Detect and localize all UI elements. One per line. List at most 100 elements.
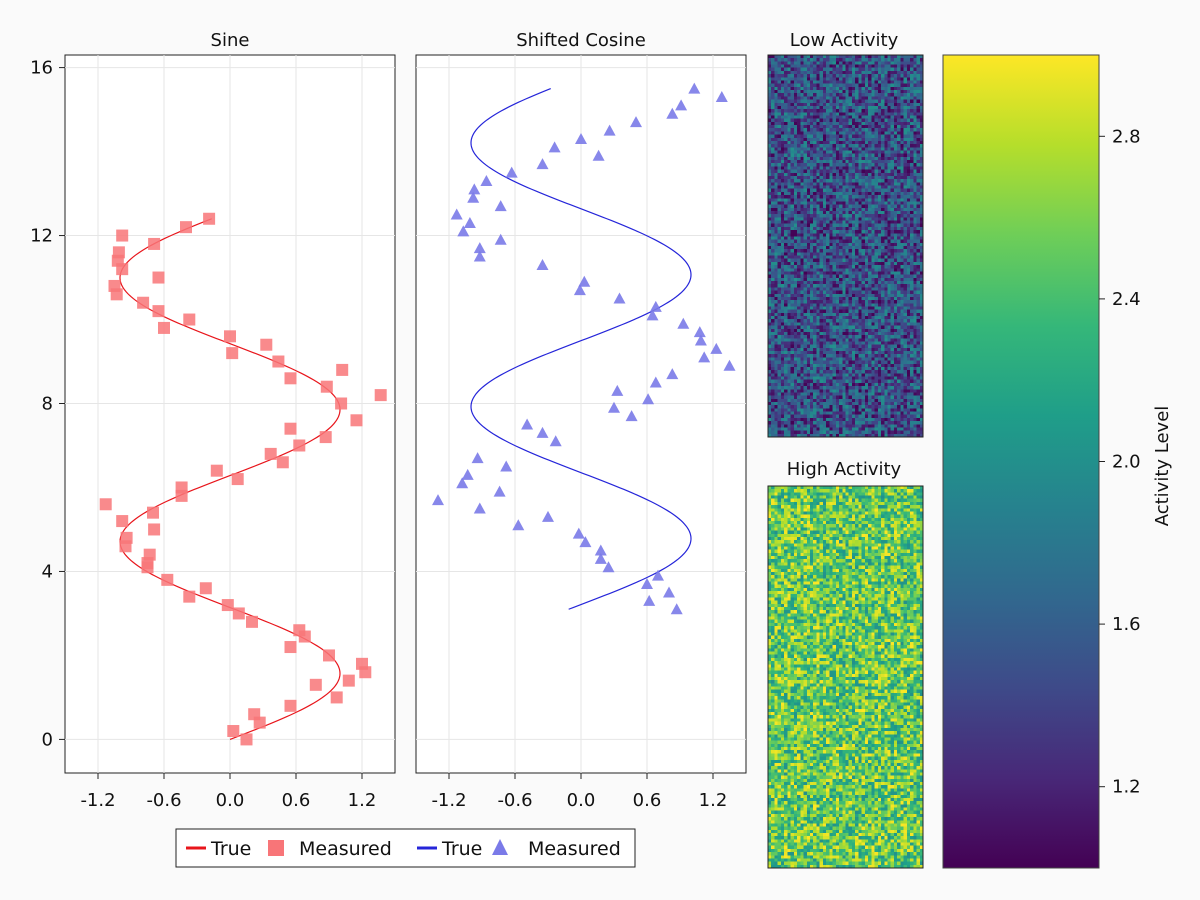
measured-point bbox=[549, 435, 562, 447]
measured-point bbox=[246, 615, 258, 628]
high-activity-title: High Activity bbox=[787, 459, 902, 480]
measured-point bbox=[148, 523, 161, 536]
measured-point bbox=[183, 313, 196, 326]
cosine-panel: Shifted Cosine -1.2 -0.6 0.0 0.6 1.2 bbox=[415, 30, 747, 811]
measured-point bbox=[505, 166, 518, 178]
measured-point bbox=[99, 498, 112, 511]
measured-point bbox=[649, 376, 662, 388]
measured-point bbox=[670, 603, 683, 615]
high-activity-frame bbox=[767, 485, 924, 869]
colorbar-tick-label: 2.0 bbox=[1112, 452, 1141, 473]
measured-point bbox=[461, 468, 474, 480]
measured-point bbox=[120, 531, 133, 544]
measured-point bbox=[272, 355, 285, 368]
measured-point bbox=[161, 573, 174, 586]
measured-point bbox=[652, 569, 664, 581]
measured-point bbox=[642, 393, 655, 405]
measured-point bbox=[575, 132, 587, 144]
measured-point bbox=[350, 414, 363, 427]
measured-point bbox=[226, 347, 239, 360]
measured-point bbox=[536, 426, 549, 438]
colorbar-ticks: 1.2 1.6 2.0 2.4 2.8 bbox=[1099, 126, 1141, 798]
measured-point bbox=[608, 401, 620, 413]
measured-point bbox=[137, 296, 150, 309]
low-activity-cells bbox=[768, 55, 923, 437]
measured-point bbox=[116, 515, 129, 528]
cosine-title: Shifted Cosine bbox=[516, 30, 646, 51]
legend-label-true-blue: True bbox=[441, 838, 482, 860]
true-curve bbox=[470, 88, 692, 610]
measured-point bbox=[663, 586, 675, 598]
high-activity-cells bbox=[768, 486, 923, 868]
measured-point bbox=[336, 363, 349, 376]
y-tick-label: 4 bbox=[42, 561, 53, 582]
legend-label-measured-red: Measured bbox=[299, 838, 392, 860]
measured-point bbox=[473, 242, 486, 254]
measured-point bbox=[677, 317, 690, 329]
measured-point bbox=[108, 279, 121, 292]
high-activity-heatmap: High Activity bbox=[767, 459, 924, 869]
y-tick-label: 12 bbox=[30, 226, 53, 247]
measured-point bbox=[710, 342, 723, 354]
measured-point bbox=[147, 506, 159, 519]
measured-point bbox=[494, 200, 507, 212]
measured-point bbox=[480, 174, 493, 186]
measured-point bbox=[594, 544, 607, 556]
measured-point bbox=[603, 124, 616, 136]
measured-point bbox=[493, 485, 506, 497]
measured-point bbox=[468, 183, 481, 195]
legend-triangle-marker bbox=[492, 839, 508, 855]
measured-point bbox=[473, 502, 486, 514]
colorbar-tick-label: 1.2 bbox=[1112, 777, 1141, 798]
colorbar-tick-label: 2.8 bbox=[1112, 126, 1141, 147]
low-activity-title: Low Activity bbox=[790, 30, 899, 51]
measured-point bbox=[625, 410, 638, 422]
measured-point bbox=[641, 578, 653, 590]
measured-point bbox=[158, 321, 170, 334]
measured-point bbox=[319, 431, 332, 444]
measured-point bbox=[643, 594, 656, 606]
measured-point bbox=[320, 380, 333, 393]
measured-point bbox=[456, 477, 469, 489]
measured-point bbox=[666, 107, 679, 119]
y-tick-label: 16 bbox=[30, 58, 53, 79]
measured-point bbox=[203, 212, 216, 225]
measured-point bbox=[688, 82, 701, 94]
measured-point bbox=[284, 699, 297, 712]
measured-point bbox=[694, 334, 707, 346]
measured-point bbox=[473, 250, 486, 262]
measured-point bbox=[494, 233, 507, 245]
measured-point bbox=[723, 359, 736, 371]
measured-point bbox=[471, 452, 484, 464]
measured-point bbox=[548, 141, 561, 153]
legend-entry-true-blue: True bbox=[417, 838, 482, 860]
measured-point bbox=[592, 149, 605, 161]
sine-x-ticks: -1.2 -0.6 0.0 0.6 1.2 bbox=[80, 773, 376, 811]
measured-point bbox=[536, 158, 549, 170]
measured-point bbox=[342, 674, 355, 687]
measured-point bbox=[578, 275, 591, 287]
sine-panel: Sine -1.2 -0.6 0.0 0.6 1.2 0 4 8 12 16 bbox=[30, 30, 396, 811]
measured-point bbox=[183, 590, 196, 603]
x-tick-label: 0.0 bbox=[216, 790, 245, 811]
low-activity-heatmap: Low Activity bbox=[767, 30, 924, 438]
measured-point bbox=[221, 599, 234, 612]
sine-title: Sine bbox=[211, 30, 250, 51]
measured-point bbox=[573, 284, 586, 296]
measured-point bbox=[602, 561, 615, 573]
measured-point bbox=[293, 624, 306, 637]
measured-point bbox=[260, 338, 273, 351]
measured-point bbox=[180, 221, 192, 234]
x-tick-label: -1.2 bbox=[431, 790, 466, 811]
measured-point bbox=[693, 326, 706, 338]
legend: True Measured True Measured bbox=[175, 828, 636, 868]
colorbar-tick-label: 2.4 bbox=[1112, 289, 1141, 310]
measured-point bbox=[231, 473, 244, 486]
measured-point bbox=[284, 641, 297, 654]
measured-point bbox=[572, 527, 585, 539]
measured-point bbox=[248, 708, 261, 721]
measured-point bbox=[232, 607, 245, 620]
colorbar-label: Activity Level bbox=[1152, 406, 1173, 527]
x-tick-label: 0.6 bbox=[633, 790, 662, 811]
